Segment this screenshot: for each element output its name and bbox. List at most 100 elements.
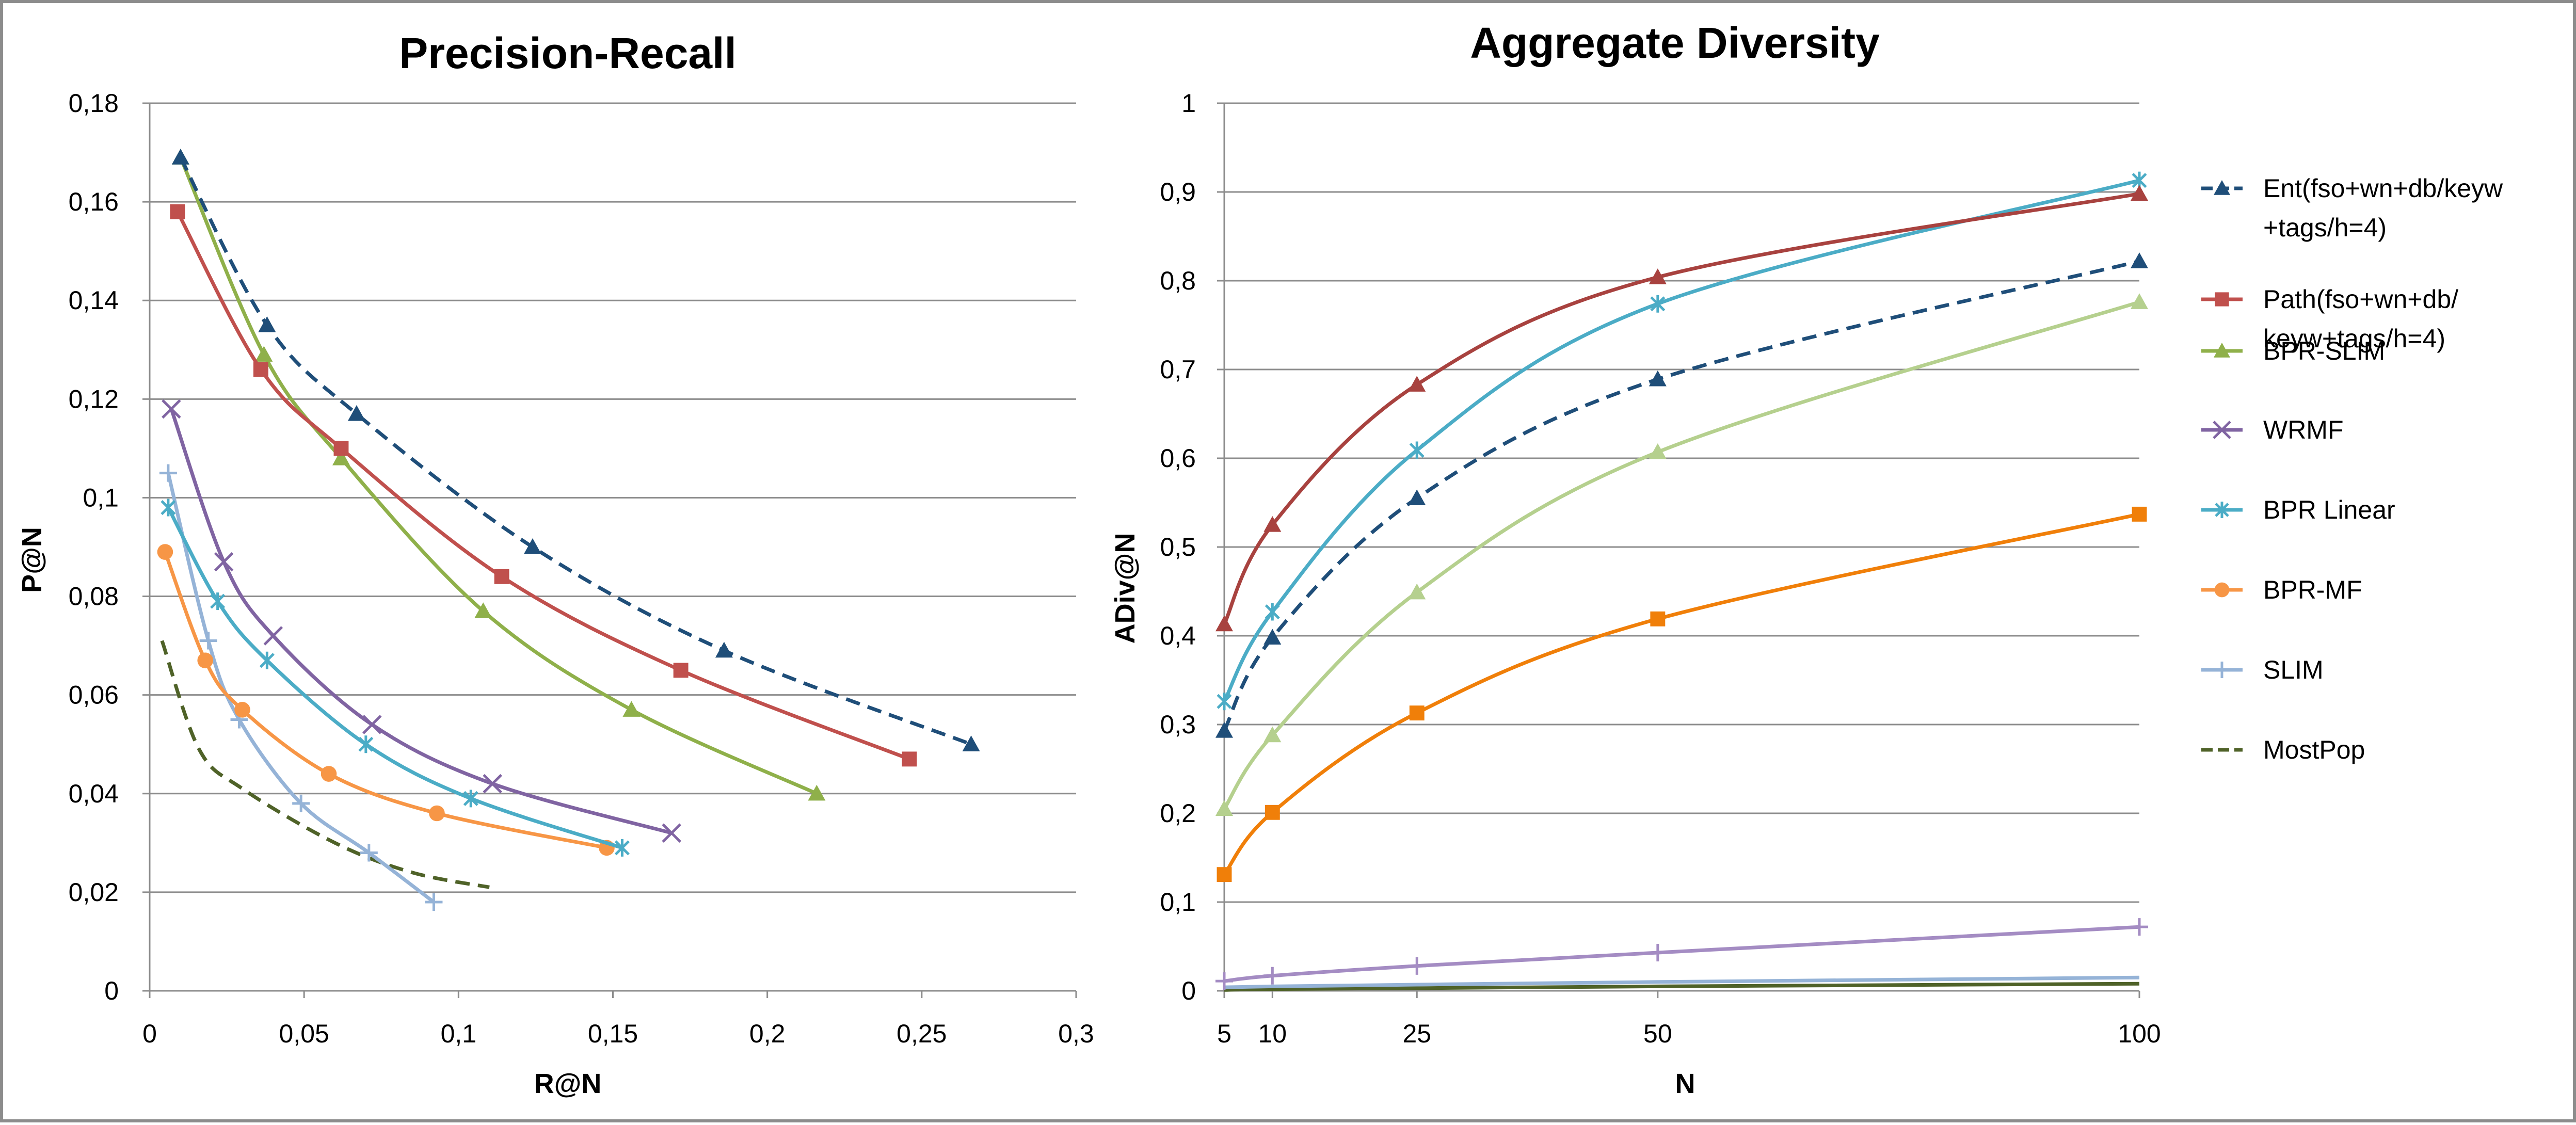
y-tick-label: 0,4 bbox=[1160, 621, 1196, 650]
legend-marker bbox=[2215, 502, 2229, 518]
y-tick-label: 0,8 bbox=[1160, 266, 1196, 295]
data-point bbox=[1217, 867, 1232, 882]
data-point bbox=[159, 464, 177, 482]
legend-label: BPR-SLIM bbox=[2263, 336, 2385, 365]
data-point bbox=[2131, 252, 2148, 268]
data-point bbox=[2132, 506, 2147, 522]
x-axis-label: R@N bbox=[534, 1068, 602, 1099]
precision-recall-panel: Precision-Recall R@N P@N 0 0,02 0,04 0,06 0,… bbox=[17, 29, 1094, 1099]
data-point bbox=[523, 538, 541, 554]
series-line bbox=[160, 640, 490, 889]
data-point bbox=[1263, 726, 1282, 743]
data-point bbox=[614, 839, 630, 857]
legend-item: BPR Linear bbox=[2201, 495, 2395, 524]
legend-item: BPR-SLIM bbox=[2201, 336, 2385, 365]
y-tick-label: 1 bbox=[1181, 89, 1196, 118]
data-point bbox=[234, 702, 250, 718]
series-line bbox=[1224, 975, 2140, 989]
series bbox=[1217, 506, 2147, 882]
data-point bbox=[1408, 583, 1426, 600]
legend-label: BPR-MF bbox=[2263, 575, 2362, 604]
data-point bbox=[1649, 443, 1667, 459]
y-tick-label: 0,14 bbox=[69, 286, 119, 315]
y-tick-label: 0,1 bbox=[1160, 888, 1196, 917]
chart-title: Precision-Recall bbox=[399, 29, 737, 77]
series bbox=[1224, 982, 2140, 992]
data-point bbox=[902, 751, 917, 767]
data-point bbox=[214, 552, 234, 572]
legend-item: WRMF bbox=[2201, 415, 2344, 444]
data-point bbox=[258, 316, 276, 332]
chart-title: Aggregate Diversity bbox=[1470, 19, 1880, 67]
series bbox=[162, 399, 681, 843]
data-point bbox=[157, 544, 173, 560]
data-point bbox=[259, 651, 275, 669]
series-line bbox=[163, 551, 607, 850]
data-point bbox=[347, 405, 365, 421]
series-line bbox=[179, 156, 818, 795]
data-point bbox=[1263, 516, 1282, 532]
series bbox=[1224, 975, 2140, 989]
y-tick-label: 0,06 bbox=[69, 681, 119, 710]
data-point bbox=[360, 844, 378, 862]
data-point bbox=[1263, 629, 1282, 645]
series bbox=[170, 204, 917, 767]
legend-marker bbox=[2215, 292, 2229, 307]
series bbox=[1215, 185, 2148, 632]
legend-marker bbox=[2214, 582, 2230, 598]
data-point bbox=[1263, 967, 1282, 985]
data-point bbox=[1265, 603, 1280, 621]
y-tick-label: 0 bbox=[1181, 976, 1196, 1005]
data-point bbox=[1215, 972, 1233, 990]
x-tick-label: 0,2 bbox=[749, 1019, 786, 1048]
y-tick-label: 0,18 bbox=[69, 89, 119, 118]
data-point bbox=[199, 632, 217, 650]
legend-marker bbox=[2213, 421, 2231, 439]
series bbox=[161, 499, 630, 857]
data-point bbox=[161, 499, 176, 517]
data-point bbox=[1215, 722, 1233, 738]
series bbox=[1215, 252, 2148, 738]
aggregate-diversity-panel: Aggregate Diversity N ADiv@N 0 0,1 0,2 0,3 0… bbox=[1110, 19, 2161, 1099]
data-point bbox=[255, 346, 273, 362]
series-line bbox=[175, 211, 910, 761]
data-point bbox=[1408, 489, 1426, 505]
y-axis-label: P@N bbox=[17, 527, 47, 593]
data-point bbox=[332, 449, 350, 465]
data-point bbox=[429, 805, 445, 822]
data-point bbox=[1409, 441, 1425, 459]
legend-label: Path(fso+wn+db/ bbox=[2263, 285, 2458, 314]
x-tick-label: 100 bbox=[2118, 1019, 2161, 1048]
series bbox=[160, 640, 490, 889]
data-point bbox=[1408, 957, 1426, 975]
series bbox=[171, 149, 980, 751]
data-point bbox=[1649, 944, 1667, 962]
data-point bbox=[2131, 918, 2148, 936]
data-point bbox=[1649, 268, 1667, 284]
series bbox=[1217, 171, 2147, 711]
data-point bbox=[808, 784, 826, 801]
series bbox=[1215, 293, 2148, 816]
data-point bbox=[425, 893, 443, 911]
legend-item: MostPop bbox=[2201, 735, 2365, 764]
y-tick-label: 0,02 bbox=[69, 878, 119, 907]
legend-item: BPR-MF bbox=[2201, 575, 2362, 604]
data-point bbox=[321, 766, 337, 782]
legend-label: WRMF bbox=[2263, 415, 2344, 444]
data-point bbox=[1650, 295, 1666, 313]
data-point bbox=[474, 602, 492, 618]
legend-marker bbox=[2214, 343, 2230, 358]
data-point bbox=[292, 794, 310, 812]
legend-marker bbox=[2214, 662, 2230, 678]
y-tick-label: 0,12 bbox=[69, 384, 119, 413]
series-line bbox=[1224, 982, 2140, 992]
legend-label: BPR Linear bbox=[2263, 495, 2395, 524]
series-line bbox=[179, 156, 972, 746]
x-tick-label: 25 bbox=[1402, 1019, 1431, 1048]
y-tick-label: 0,6 bbox=[1160, 444, 1196, 473]
y-tick-label: 0,7 bbox=[1160, 355, 1196, 384]
x-tick-label: 0,15 bbox=[588, 1019, 638, 1048]
x-tick-label: 0,25 bbox=[897, 1019, 947, 1048]
data-point bbox=[362, 715, 382, 734]
